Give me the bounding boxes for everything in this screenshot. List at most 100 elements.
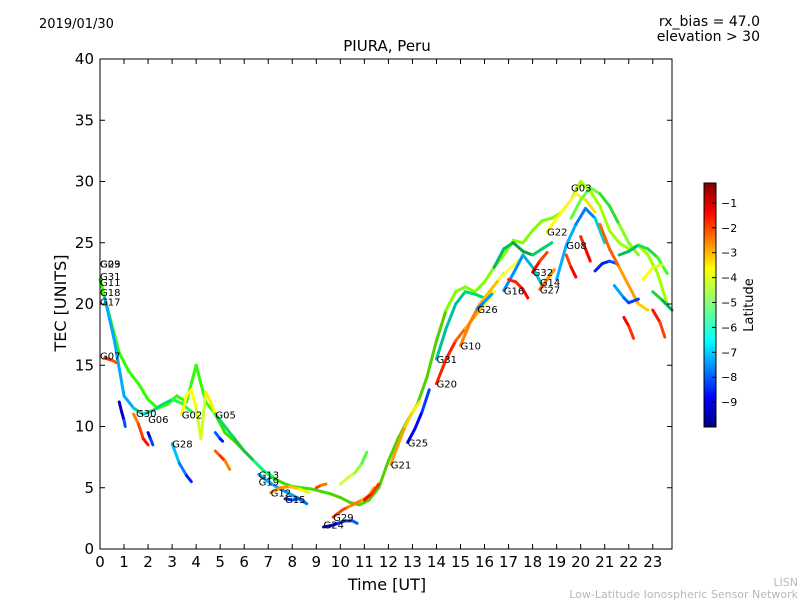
series-11-segment: [257, 472, 270, 484]
x-tick-label: 13: [403, 553, 422, 571]
x-tick-label: 11: [355, 553, 374, 571]
series-0-segment: [463, 285, 477, 294]
series-38: [612, 284, 640, 305]
series-layer: [98, 180, 674, 529]
series-7-segment: [189, 388, 198, 410]
series-1-segment: [170, 398, 184, 405]
satellite-label: G10: [461, 342, 481, 353]
series-22-segment: [463, 290, 477, 296]
series-31-segment: [564, 192, 578, 208]
rx-bias-label: rx_bias = 47.0: [658, 14, 760, 30]
series-20: [406, 388, 431, 444]
series-10-segment: [233, 437, 246, 453]
footer-network: Low-Latitude Ionospheric Sensor Network: [569, 588, 798, 601]
elevation-label: elevation > 30: [656, 29, 760, 45]
series-11-segment: [285, 491, 299, 500]
series-0-segment: [511, 238, 525, 245]
x-tick-label: 18: [523, 553, 542, 571]
colorbar-tick-label: −8: [721, 371, 737, 384]
series-0-segment: [146, 398, 160, 410]
series-40: [651, 308, 667, 339]
footer-lisn: LISN: [773, 576, 798, 589]
series-30-segment: [564, 222, 578, 247]
series-1-segment: [141, 409, 155, 416]
series-0-segment: [358, 498, 371, 507]
series-28: [531, 251, 549, 274]
series-25-segment: [511, 253, 525, 275]
colorbar-tick-label: −4: [721, 272, 737, 285]
series-21-segment: [434, 357, 448, 386]
series-36-segment: [598, 222, 612, 251]
chart-title: PIURA, Peru: [343, 37, 431, 55]
x-tick-label: 5: [215, 553, 225, 571]
satellite-label: G11: [100, 278, 120, 289]
x-tick-label: 10: [331, 553, 350, 571]
series-1-segment: [151, 402, 164, 413]
series-23-segment: [487, 278, 501, 294]
series-32: [569, 186, 640, 257]
series-27: [492, 241, 554, 269]
x-tick-label: 6: [239, 553, 249, 571]
series-0-segment: [434, 308, 448, 343]
y-tick-label: 25: [75, 234, 94, 252]
series-33-segment: [579, 235, 587, 251]
series-0-segment: [300, 486, 313, 491]
series-0-segment: [656, 271, 669, 306]
satellite-label: G02: [182, 410, 202, 421]
series-0-segment: [329, 492, 342, 500]
series-23: [459, 259, 520, 348]
series-23-segment: [497, 268, 511, 281]
series-0-segment: [531, 219, 544, 232]
satellite-label: G07: [100, 351, 120, 362]
y-axis: 0 5 10 15 20 25 30 35 40: [75, 50, 672, 558]
series-10-segment: [252, 459, 265, 473]
series-28-segment: [531, 259, 542, 274]
series-7-segment: [204, 390, 213, 404]
series-32-segment: [569, 198, 583, 220]
series-6-segment: [170, 442, 181, 465]
series-31-segment: [574, 192, 587, 202]
y-tick-label: 20: [75, 295, 94, 313]
series-31-segment: [583, 198, 597, 214]
series-1-segment: [160, 398, 174, 406]
x-tick-label: 15: [451, 553, 470, 571]
series-0-segment: [185, 363, 198, 404]
series-22-segment: [434, 327, 448, 361]
series-29-segment: [545, 268, 556, 281]
series-0-segment: [454, 285, 467, 294]
series-2-segment: [122, 418, 127, 428]
satellite-label: G17: [100, 298, 120, 309]
x-tick-label: 16: [475, 553, 494, 571]
colorbar-tick-label: −6: [721, 321, 737, 334]
series-0-segment: [117, 351, 131, 373]
colorbar-tick-label: −7: [721, 346, 737, 359]
x-tick-label: 9: [312, 553, 322, 571]
satellite-label: G14: [540, 278, 560, 289]
series-37-segment: [646, 247, 660, 259]
x-tick-label: 7: [263, 553, 273, 571]
series-20-segment: [420, 388, 431, 414]
series-32-segment: [588, 186, 602, 196]
x-tick-label: 21: [595, 553, 614, 571]
series-7-segment: [199, 390, 208, 441]
series-10-segment: [213, 412, 227, 428]
series-29-segment: [538, 278, 549, 291]
y-tick-label: 15: [75, 356, 94, 374]
series-4-segment: [132, 412, 140, 426]
series-11-segment: [266, 480, 280, 490]
series-35-segment: [593, 262, 604, 273]
x-tick-label: 2: [143, 553, 153, 571]
series-2: [117, 400, 127, 428]
series-4-segment: [136, 422, 145, 441]
satellite-label: G15: [285, 495, 305, 506]
satellite-label: G05: [215, 410, 235, 421]
series-0-segment: [127, 369, 140, 386]
series-5: [146, 431, 155, 447]
x-tick-label: 23: [643, 553, 662, 571]
series-33-segment: [583, 247, 592, 263]
satellite-label: G26: [477, 305, 497, 316]
y-tick-label: 5: [84, 479, 94, 497]
series-25-segment: [521, 253, 535, 269]
series-12-segment: [278, 485, 292, 490]
series-37-segment: [627, 243, 640, 253]
